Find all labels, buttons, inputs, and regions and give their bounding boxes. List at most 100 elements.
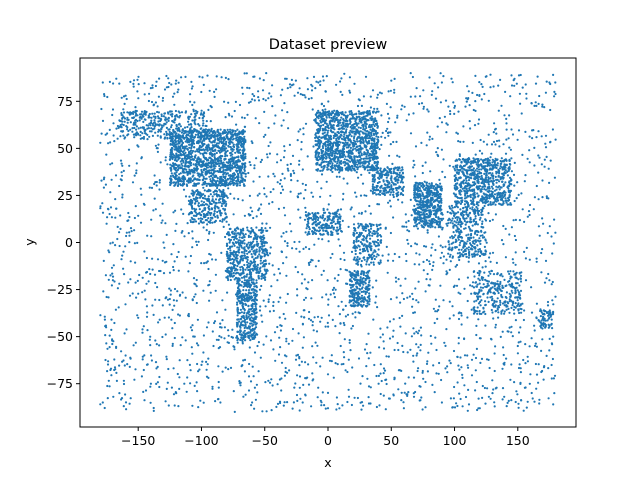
- scatter-point: [364, 304, 367, 308]
- scatter-point: [430, 182, 433, 185]
- scatter-point: [324, 229, 327, 233]
- scatter-point: [193, 135, 197, 138]
- scatter-point: [377, 254, 380, 257]
- scatter-point: [216, 210, 219, 214]
- scatter-point: [229, 249, 232, 252]
- scatter-point: [339, 168, 342, 171]
- scatter-point: [148, 135, 151, 138]
- scatter-point: [307, 230, 310, 233]
- scatter-point: [231, 275, 234, 278]
- scatter-point: [319, 125, 322, 128]
- scatter-point: [222, 169, 225, 172]
- scatter-point: [240, 336, 243, 339]
- scatter-point: [216, 195, 219, 198]
- scatter-point: [317, 117, 320, 120]
- scatter-point: [142, 135, 146, 139]
- scatter-point: [242, 234, 245, 237]
- scatter-point: [207, 189, 210, 192]
- scatter-point: [164, 123, 167, 126]
- scatter-point: [436, 207, 439, 210]
- scatter-point: [229, 145, 232, 149]
- scatter-point: [424, 215, 427, 218]
- scatter-point: [250, 245, 253, 248]
- scatter-point: [188, 132, 191, 135]
- scatter-point: [180, 153, 183, 157]
- scatter-point: [218, 155, 221, 159]
- scatter-point: [186, 141, 189, 144]
- scatter-point: [205, 152, 208, 155]
- scatter-point: [213, 210, 216, 213]
- scatter-point: [366, 299, 369, 302]
- scatter-point: [184, 161, 187, 164]
- scatter-point: [105, 222, 108, 225]
- scatter-point: [201, 165, 204, 168]
- scatter-point: [219, 148, 223, 152]
- scatter-point: [376, 131, 379, 135]
- scatter-point: [236, 297, 239, 300]
- scatter-point: [216, 177, 219, 180]
- scatter-point: [335, 152, 338, 155]
- scatter-point: [398, 167, 401, 170]
- scatter-point: [175, 159, 178, 163]
- scatter-point: [239, 318, 242, 321]
- scatter-point: [264, 241, 267, 244]
- scatter-point: [328, 148, 332, 151]
- scatter-point: [214, 215, 217, 218]
- scatter-point: [228, 182, 231, 185]
- scatter-point: [243, 308, 246, 312]
- scatter-point: [346, 135, 349, 138]
- scatter-point: [203, 189, 206, 192]
- scatter-point: [194, 109, 197, 112]
- scatter-point: [401, 189, 404, 192]
- scatter-point: [120, 112, 123, 115]
- scatter-point: [224, 204, 227, 207]
- scatter-point: [142, 120, 145, 123]
- scatter-point: [212, 149, 215, 153]
- scatter-point: [369, 128, 372, 131]
- scatter-point: [402, 185, 405, 188]
- scatter-point: [340, 124, 343, 127]
- scatter-point: [256, 244, 259, 248]
- scatter-point: [255, 250, 258, 253]
- scatter-point: [241, 171, 244, 174]
- scatter-point: [321, 169, 324, 172]
- scatter-point: [350, 155, 353, 159]
- scatter-point: [352, 302, 355, 305]
- scatter-point: [350, 135, 353, 138]
- scatter-point: [178, 111, 181, 114]
- scatter-point: [174, 177, 177, 180]
- scatter-point: [160, 124, 163, 127]
- scatter-point: [202, 148, 205, 151]
- scatter-point: [339, 141, 342, 144]
- scatter-point: [139, 115, 142, 118]
- scatter-point: [111, 279, 114, 282]
- scatter-point: [249, 284, 252, 287]
- scatter-point: [201, 196, 204, 200]
- scatter-point: [371, 166, 374, 169]
- scatter-point: [379, 189, 382, 192]
- scatter-point: [382, 180, 385, 183]
- scatter-point: [182, 180, 185, 183]
- scatter-point: [331, 212, 334, 215]
- scatter-point: [174, 158, 177, 161]
- scatter-point: [133, 136, 136, 139]
- scatter-point: [198, 158, 202, 161]
- scatter-point: [432, 187, 435, 190]
- scatter-point: [358, 296, 361, 299]
- scatter-point: [364, 161, 367, 165]
- scatter-point: [192, 194, 195, 197]
- scatter-point: [221, 155, 224, 158]
- scatter-point: [233, 238, 236, 241]
- scatter-point: [236, 291, 239, 295]
- scatter-point: [386, 179, 389, 182]
- scatter-point: [320, 316, 323, 319]
- scatter-point: [327, 216, 330, 219]
- scatter-point: [246, 327, 249, 330]
- scatter-point: [129, 128, 132, 131]
- scatter-point: [194, 133, 197, 136]
- scatter-point: [438, 223, 441, 226]
- scatter-point: [371, 137, 374, 140]
- scatter-point: [163, 112, 166, 115]
- scatter-point: [380, 174, 383, 177]
- scatter-point: [242, 150, 245, 153]
